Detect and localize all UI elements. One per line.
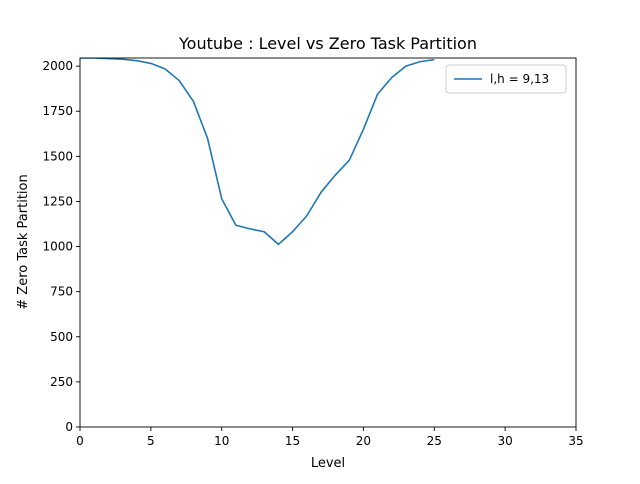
y-tick-label: 1250	[42, 194, 73, 208]
y-tick-label: 1000	[42, 240, 73, 254]
x-axis-label: Level	[311, 456, 345, 471]
x-tick-label: 20	[356, 434, 371, 448]
x-tick-label: 15	[285, 434, 300, 448]
y-tick-label: 250	[50, 375, 73, 389]
legend: l,h = 9,13	[445, 64, 567, 94]
legend-label: l,h = 9,13	[490, 72, 549, 86]
x-tick-label: 5	[147, 434, 155, 448]
legend-box	[445, 64, 567, 94]
y-axis-label: # Zero Task Partition	[16, 174, 31, 309]
x-tick-label: 30	[498, 434, 513, 448]
plot-frame	[79, 57, 577, 428]
x-tick-label: 25	[427, 434, 442, 448]
plot-area: 0 5 10 15 20 25 30 35 0 250 500 750 1000 1250 1500 1750…	[42, 57, 584, 448]
y-tick-label: 2000	[42, 59, 73, 73]
y-tick-label: 1750	[42, 104, 73, 118]
series-line-0	[80, 58, 435, 246]
y-tick-label: 0	[65, 420, 73, 434]
chart-title: Youtube : Level vs Zero Task Partition	[178, 34, 477, 53]
x-tick-label: 10	[214, 434, 229, 448]
y-tick-label: 750	[50, 285, 73, 299]
y-tick-label: 500	[50, 330, 73, 344]
x-tick-label: 0	[76, 434, 84, 448]
y-tick-label: 1500	[42, 149, 73, 163]
x-tick-label: 35	[568, 434, 583, 448]
